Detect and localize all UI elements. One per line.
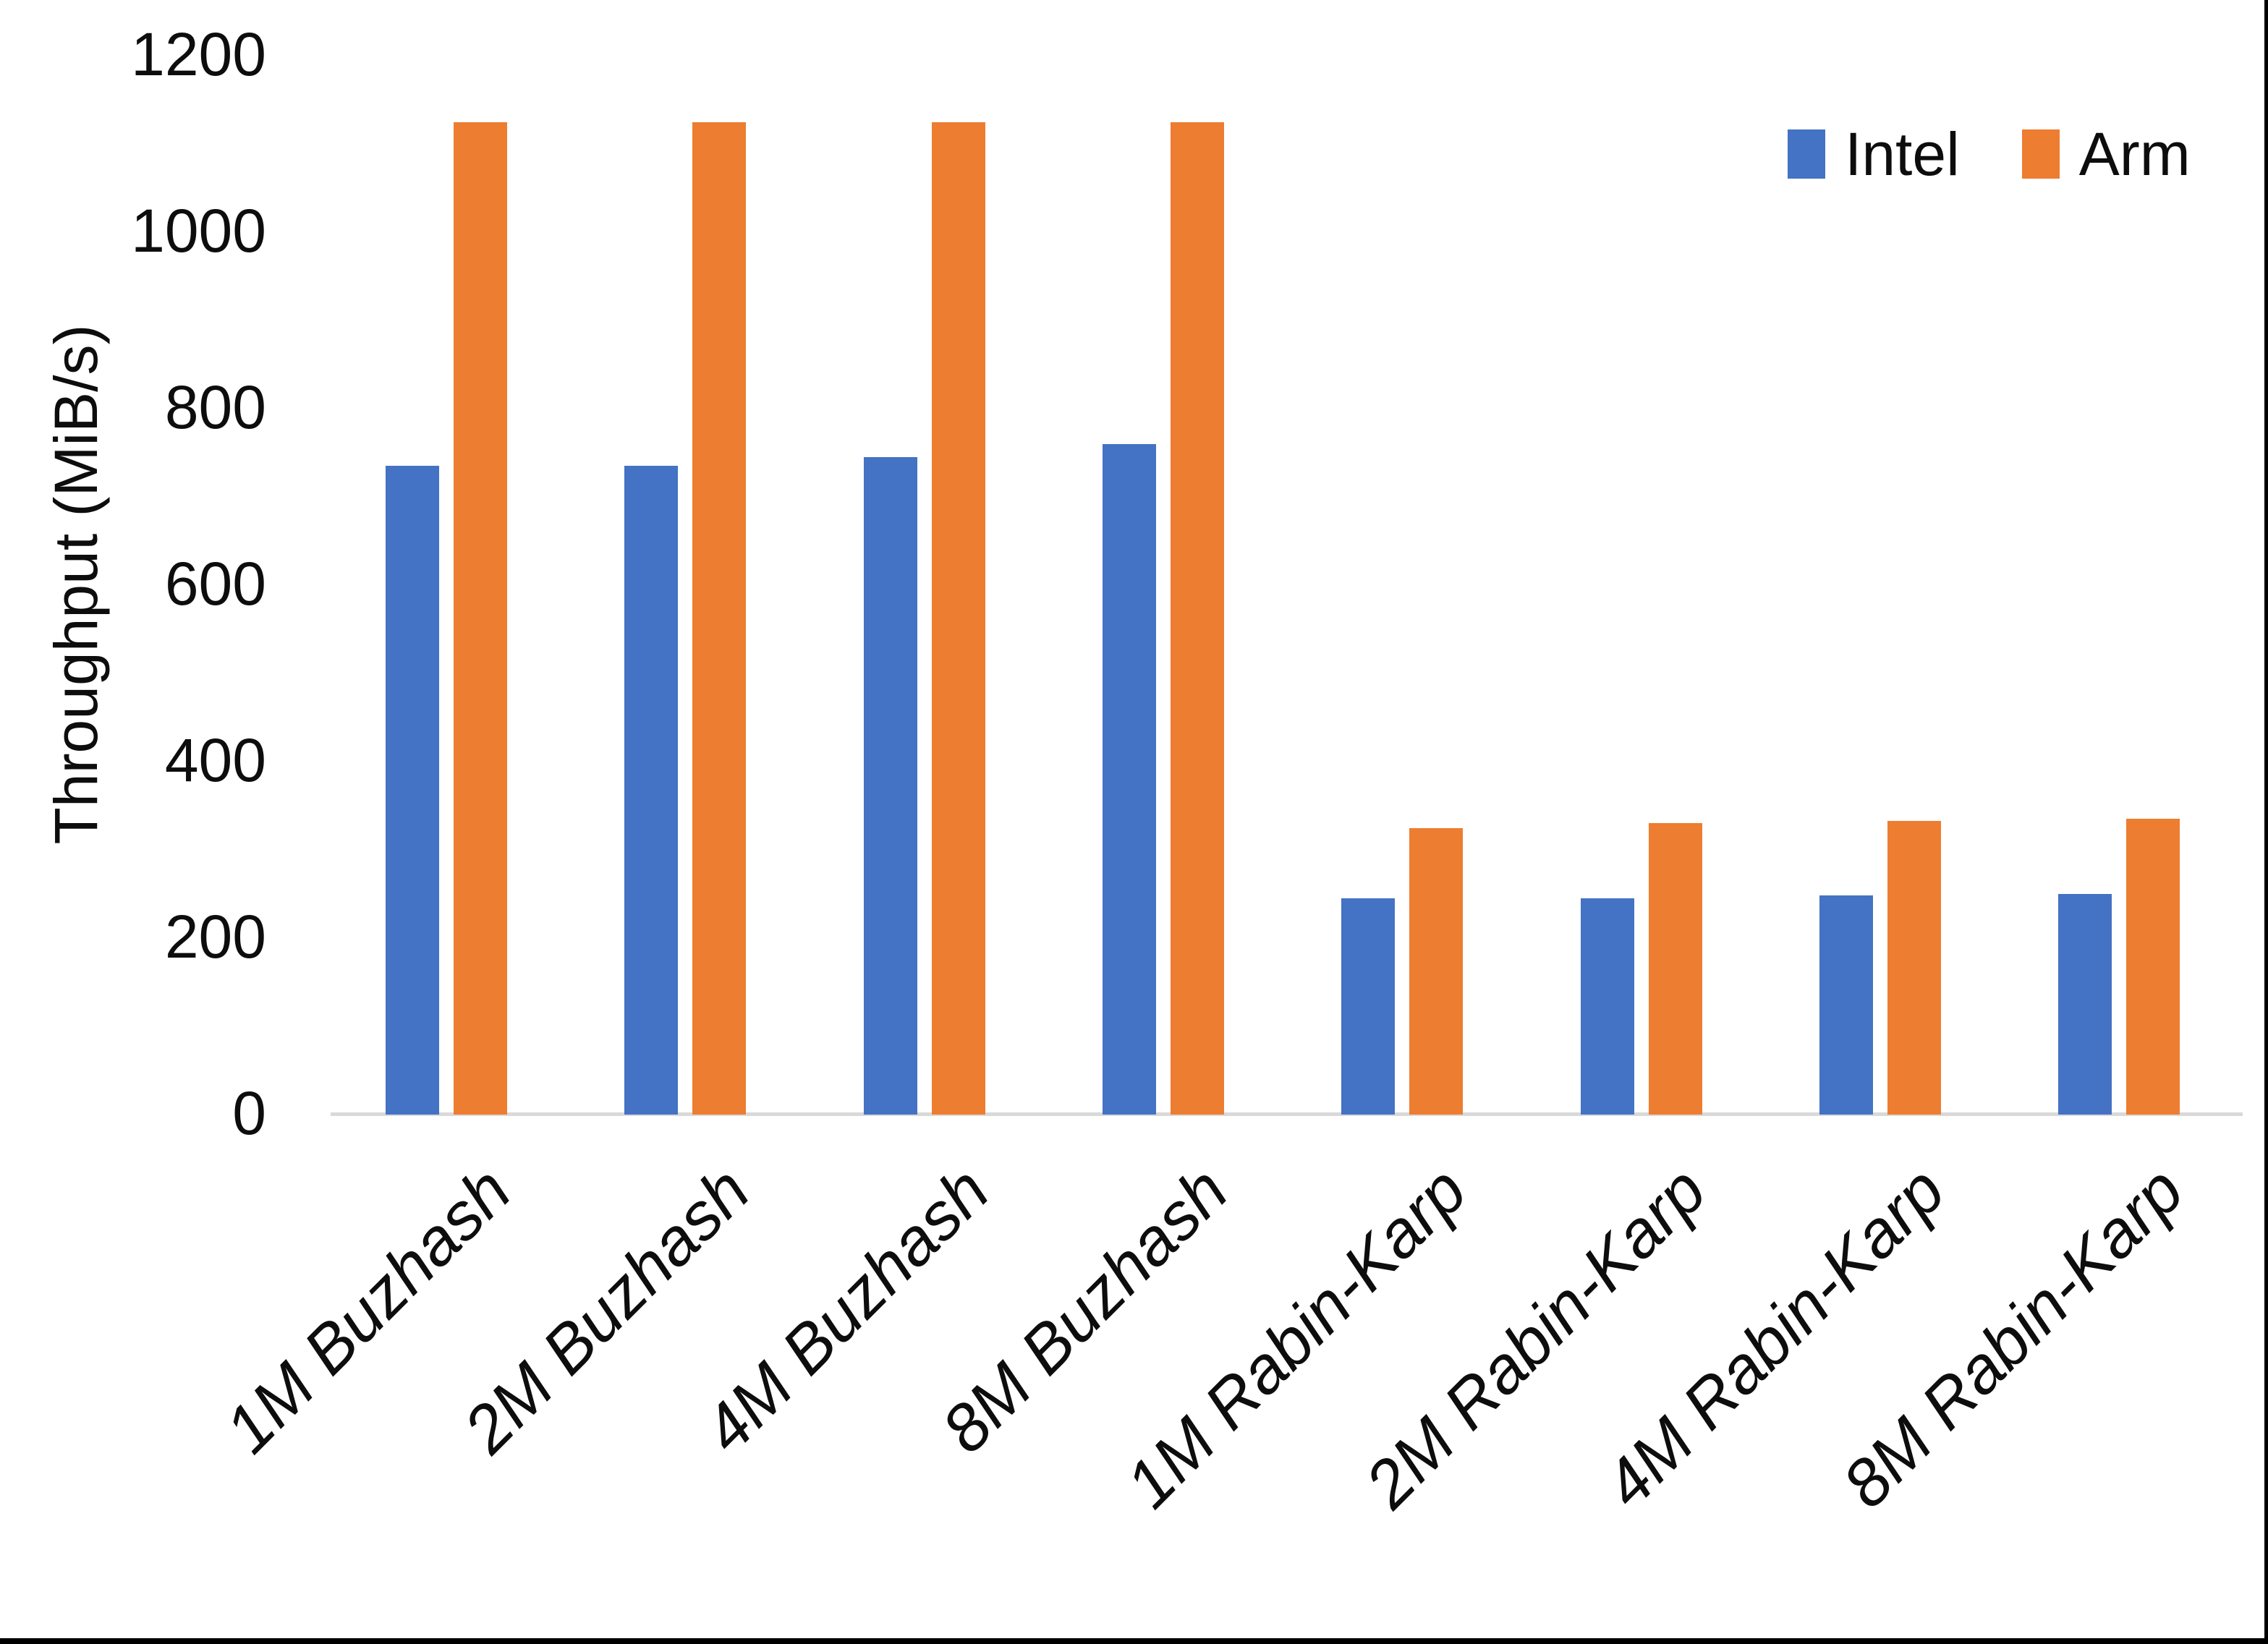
bar-arm-4m-rabin-karp	[1887, 820, 1941, 1115]
bar-arm-2m-rabin-karp	[1648, 823, 1702, 1115]
y-tick-1200: 1200	[131, 20, 266, 88]
bar-arm-1m-buzhash	[454, 122, 507, 1115]
bar-intel-2m-rabin-karp	[1580, 898, 1634, 1115]
bar-intel-4m-rabin-karp	[1819, 895, 1873, 1115]
bar-intel-2m-buzhash	[624, 466, 679, 1115]
x-label-1m-buzhash: 1M Buzhash	[211, 1153, 525, 1468]
bar-intel-8m-rabin-karp	[2058, 894, 2112, 1115]
page-edge-right	[2264, 0, 2268, 1644]
legend-item-intel: Intel	[1788, 124, 1960, 184]
bar-intel-1m-buzhash	[386, 466, 439, 1115]
x-axis-line	[331, 1112, 2243, 1116]
legend-swatch-arm	[2021, 129, 2060, 179]
y-tick-0: 0	[232, 1079, 266, 1147]
bar-arm-1m-rabin-karp	[1409, 827, 1464, 1115]
legend: Intel Arm	[1788, 124, 2191, 184]
legend-swatch-intel	[1788, 129, 1825, 179]
bar-arm-8m-buzhash	[1170, 122, 1224, 1115]
bar-arm-4m-buzhash	[931, 122, 985, 1115]
bar-arm-2m-buzhash	[692, 122, 747, 1115]
y-tick-200: 200	[164, 903, 266, 971]
bar-intel-8m-buzhash	[1102, 443, 1156, 1115]
page-edge-bottom	[0, 1638, 2268, 1644]
bar-arm-8m-rabin-karp	[2126, 819, 2180, 1115]
y-tick-1000: 1000	[131, 197, 266, 265]
legend-item-arm: Arm	[2021, 120, 2191, 188]
y-tick-400: 400	[164, 726, 266, 794]
y-tick-600: 600	[164, 550, 266, 618]
bar-intel-4m-buzhash	[863, 457, 917, 1115]
y-tick-800: 800	[164, 373, 266, 441]
legend-label-arm: Arm	[2078, 120, 2191, 188]
legend-label-intel: Intel	[1845, 120, 1960, 188]
bar-intel-1m-rabin-karp	[1341, 898, 1396, 1115]
